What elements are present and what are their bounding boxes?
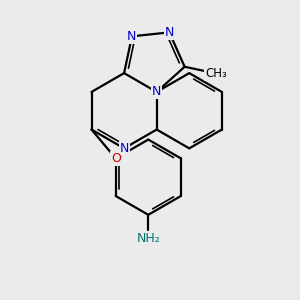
Text: N: N — [152, 85, 161, 98]
Text: N: N — [127, 30, 136, 43]
Text: N: N — [165, 26, 174, 39]
Text: O: O — [111, 152, 121, 165]
Text: NH₂: NH₂ — [136, 232, 160, 244]
Text: N: N — [119, 142, 129, 155]
Text: CH₃: CH₃ — [205, 67, 227, 80]
